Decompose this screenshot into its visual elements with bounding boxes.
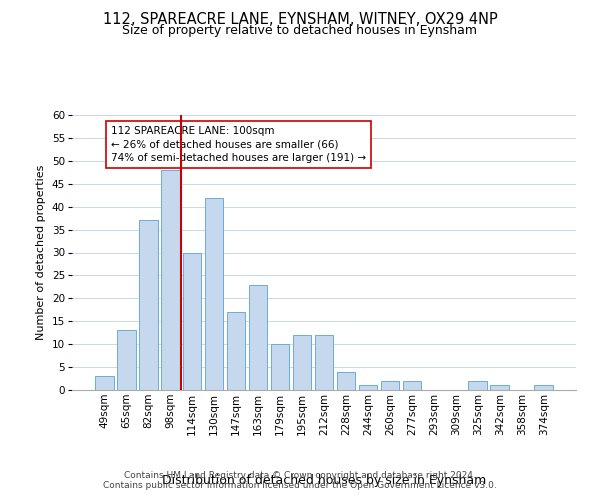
Y-axis label: Number of detached properties: Number of detached properties: [36, 165, 46, 340]
Bar: [314, 335, 334, 390]
Bar: [403, 381, 421, 390]
Bar: [139, 220, 158, 390]
Bar: [161, 170, 179, 390]
Bar: [95, 376, 113, 390]
Bar: [205, 198, 223, 390]
Text: 112 SPAREACRE LANE: 100sqm
← 26% of detached houses are smaller (66)
74% of semi: 112 SPAREACRE LANE: 100sqm ← 26% of deta…: [111, 126, 366, 163]
Bar: [293, 335, 311, 390]
Bar: [535, 386, 553, 390]
Bar: [183, 252, 202, 390]
Bar: [227, 312, 245, 390]
Bar: [117, 330, 136, 390]
X-axis label: Distribution of detached houses by size in Eynsham: Distribution of detached houses by size …: [162, 474, 486, 487]
Bar: [490, 386, 509, 390]
Bar: [469, 381, 487, 390]
Text: 112, SPAREACRE LANE, EYNSHAM, WITNEY, OX29 4NP: 112, SPAREACRE LANE, EYNSHAM, WITNEY, OX…: [103, 12, 497, 28]
Bar: [249, 284, 268, 390]
Bar: [337, 372, 355, 390]
Text: Contains public sector information licensed under the Open Government Licence v3: Contains public sector information licen…: [103, 481, 497, 490]
Bar: [359, 386, 377, 390]
Bar: [380, 381, 399, 390]
Bar: [271, 344, 289, 390]
Text: Size of property relative to detached houses in Eynsham: Size of property relative to detached ho…: [122, 24, 478, 37]
Text: Contains HM Land Registry data © Crown copyright and database right 2024.: Contains HM Land Registry data © Crown c…: [124, 471, 476, 480]
